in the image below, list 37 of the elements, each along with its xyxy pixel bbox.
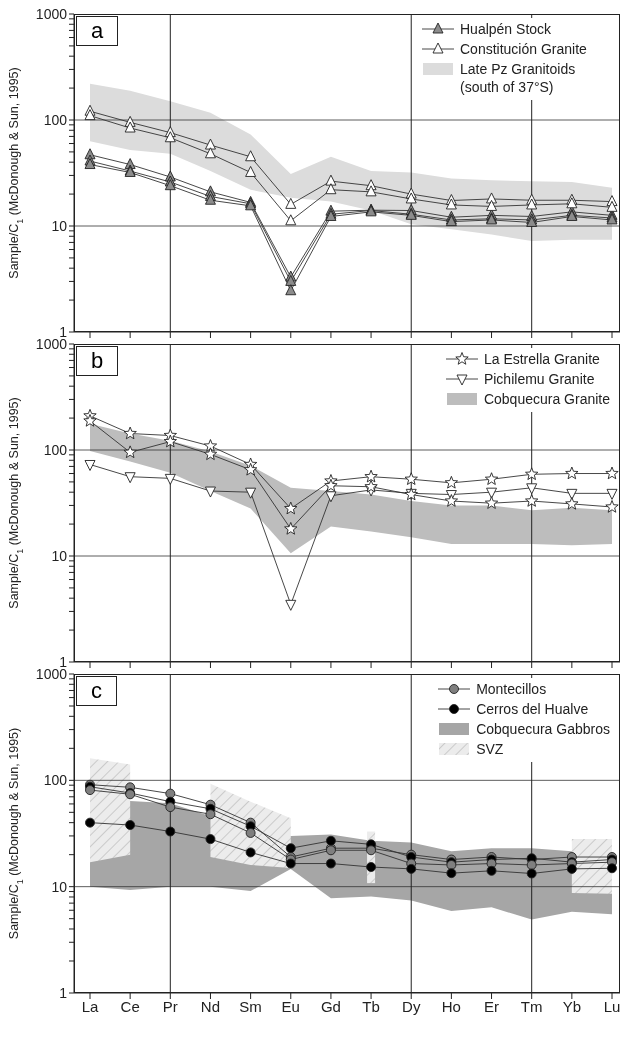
x-tick-label: Er xyxy=(484,997,500,1015)
legend-label: Montecillos xyxy=(476,680,547,698)
legend-label: SVZ xyxy=(476,740,504,758)
y-tick-label: 1 xyxy=(59,984,68,1001)
y-tick-label: 10 xyxy=(51,217,68,234)
legend-label: Cobquecura Granite xyxy=(483,390,610,408)
x-tick-label: Yb xyxy=(562,997,582,1015)
y-tick-label: 1 xyxy=(59,653,68,670)
x-tick-label: Lu xyxy=(603,997,621,1015)
legend-label: Late Pz Granitoids (south of 37°S) xyxy=(460,60,577,96)
y-tick-label: 100 xyxy=(43,111,68,128)
legend-label: Hualpén Stock xyxy=(460,20,552,38)
x-tick-label: Tb xyxy=(362,997,380,1015)
x-tick-label: Nd xyxy=(200,997,221,1015)
legend-label: Constitución Granite xyxy=(460,40,587,58)
y-tick-label: 1000 xyxy=(35,5,68,22)
x-tick-label: Eu xyxy=(281,997,300,1015)
x-tick-label: Pr xyxy=(162,997,178,1015)
legend-label: La Estrella Granite xyxy=(483,350,600,368)
legend-label: Cerros del Hualve xyxy=(476,700,589,718)
y-tick-label: 100 xyxy=(43,772,68,789)
x-tick-label: Tm xyxy=(520,997,543,1015)
legend-label: Cobquecura Gabbros xyxy=(476,720,610,738)
x-tick-label: Ho xyxy=(441,997,461,1015)
x-tick-label: Dy xyxy=(402,997,421,1015)
x-tick-label: Ce xyxy=(120,997,140,1015)
x-tick-label: Gd xyxy=(320,997,341,1015)
y-tick-label: 100 xyxy=(43,441,68,458)
y-tick-label: 10 xyxy=(51,547,68,564)
x-tick-label: Sm xyxy=(239,997,262,1015)
legend-label: Pichilemu Granite xyxy=(483,370,595,388)
x-tick-label: La xyxy=(81,997,99,1015)
y-tick-label: 1 xyxy=(59,323,68,340)
chart-title: c xyxy=(76,676,117,706)
y-tick-label: 10 xyxy=(51,878,68,895)
chart-title: a xyxy=(76,16,119,46)
chart-title: b xyxy=(76,346,119,376)
